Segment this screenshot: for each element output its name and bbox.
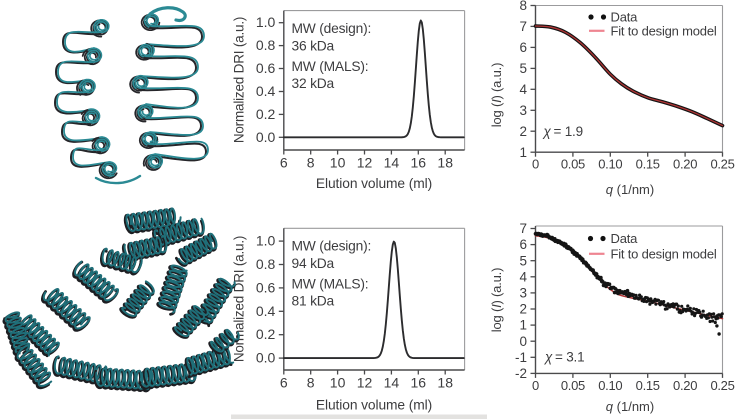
svg-text:0.25: 0.25	[710, 157, 734, 172]
svg-text:2: 2	[519, 302, 527, 317]
svg-text:0: 0	[532, 157, 539, 172]
svg-text:16: 16	[411, 155, 427, 171]
svg-text:0.6: 0.6	[256, 60, 276, 76]
svg-text:Elution volume (ml): Elution volume (ml)	[316, 398, 432, 413]
svg-text:8: 8	[307, 375, 315, 391]
svg-text:14: 14	[384, 155, 400, 171]
svg-text:0: 0	[532, 378, 539, 393]
svg-text:log (I) (a.u.): log (I) (a.u.)	[489, 63, 504, 127]
svg-text:0.0: 0.0	[256, 129, 276, 145]
svg-text:χ: χ	[544, 350, 553, 365]
svg-text:0.8: 0.8	[256, 37, 276, 53]
svg-text:0.20: 0.20	[673, 378, 697, 393]
svg-text:18: 18	[437, 155, 453, 171]
svg-text:2: 2	[519, 124, 527, 139]
svg-text:Data: Data	[611, 10, 639, 25]
svg-text:94 kDa: 94 kDa	[292, 256, 335, 271]
svg-text:Normalized DRI (a.u.): Normalized DRI (a.u.)	[232, 236, 247, 362]
svg-text:0.2: 0.2	[256, 326, 276, 342]
svg-text:6: 6	[519, 40, 527, 55]
svg-text:1.0: 1.0	[256, 233, 276, 249]
svg-text:0.10: 0.10	[598, 157, 622, 172]
svg-text:1.0: 1.0	[256, 14, 276, 30]
svg-text:8: 8	[307, 155, 315, 171]
svg-text:= 1.9: = 1.9	[554, 124, 583, 139]
svg-text:12: 12	[357, 375, 373, 391]
svg-text:1: 1	[519, 145, 527, 160]
svg-text:Fit to design model: Fit to design model	[611, 23, 717, 38]
svg-text:10: 10	[330, 375, 346, 391]
svg-text:4: 4	[519, 82, 527, 97]
svg-text:log (I) (a.u.): log (I) (a.u.)	[489, 268, 504, 332]
svg-text:q (1/nm): q (1/nm)	[606, 399, 654, 414]
svg-text:0.6: 0.6	[256, 279, 276, 295]
svg-text:-1: -1	[515, 350, 527, 365]
svg-text:= 3.1: = 3.1	[555, 350, 584, 365]
svg-text:0.05: 0.05	[561, 157, 585, 172]
svg-text:7: 7	[519, 221, 527, 236]
svg-text:χ: χ	[543, 124, 552, 139]
svg-text:0.2: 0.2	[256, 106, 276, 122]
svg-text:3: 3	[519, 286, 527, 301]
svg-text:Normalized DRI (a.u.): Normalized DRI (a.u.)	[232, 17, 247, 143]
svg-text:7: 7	[519, 19, 527, 34]
svg-text:Elution volume (ml): Elution volume (ml)	[316, 176, 432, 191]
svg-text:MW (MALS):: MW (MALS):	[292, 277, 369, 292]
svg-text:0.15: 0.15	[636, 157, 660, 172]
svg-text:MW (MALS):: MW (MALS):	[292, 59, 369, 74]
svg-text:1: 1	[519, 318, 527, 333]
svg-text:0.20: 0.20	[673, 157, 697, 172]
svg-text:0.0: 0.0	[256, 350, 276, 366]
svg-text:5: 5	[519, 61, 527, 76]
svg-text:0.8: 0.8	[256, 256, 276, 272]
svg-text:0.10: 0.10	[598, 378, 622, 393]
svg-text:-2: -2	[515, 366, 527, 381]
svg-text:6: 6	[280, 375, 288, 391]
svg-text:8: 8	[519, 0, 527, 13]
svg-text:32 kDa: 32 kDa	[292, 76, 335, 91]
svg-text:0: 0	[519, 334, 527, 349]
svg-text:14: 14	[384, 375, 400, 391]
svg-text:6: 6	[519, 237, 527, 252]
svg-text:MW (design):: MW (design):	[292, 21, 372, 36]
svg-text:16: 16	[411, 375, 427, 391]
svg-text:5: 5	[519, 253, 527, 268]
svg-text:0.4: 0.4	[256, 303, 276, 319]
svg-text:36 kDa: 36 kDa	[292, 39, 335, 54]
svg-text:81 kDa: 81 kDa	[292, 294, 335, 309]
svg-text:10: 10	[330, 155, 346, 171]
svg-text:3: 3	[519, 103, 527, 118]
svg-text:0.05: 0.05	[561, 378, 585, 393]
svg-text:MW (design):: MW (design):	[292, 239, 372, 254]
svg-text:0.15: 0.15	[636, 378, 660, 393]
svg-text:12: 12	[357, 155, 373, 171]
svg-text:Fit to design model: Fit to design model	[611, 246, 717, 261]
svg-text:0.25: 0.25	[710, 378, 734, 393]
svg-text:6: 6	[280, 155, 288, 171]
svg-text:Data: Data	[611, 231, 639, 246]
svg-text:4: 4	[519, 269, 527, 284]
svg-text:18: 18	[437, 375, 453, 391]
svg-text:0.4: 0.4	[256, 83, 276, 99]
svg-text:q (1/nm): q (1/nm)	[606, 182, 654, 197]
